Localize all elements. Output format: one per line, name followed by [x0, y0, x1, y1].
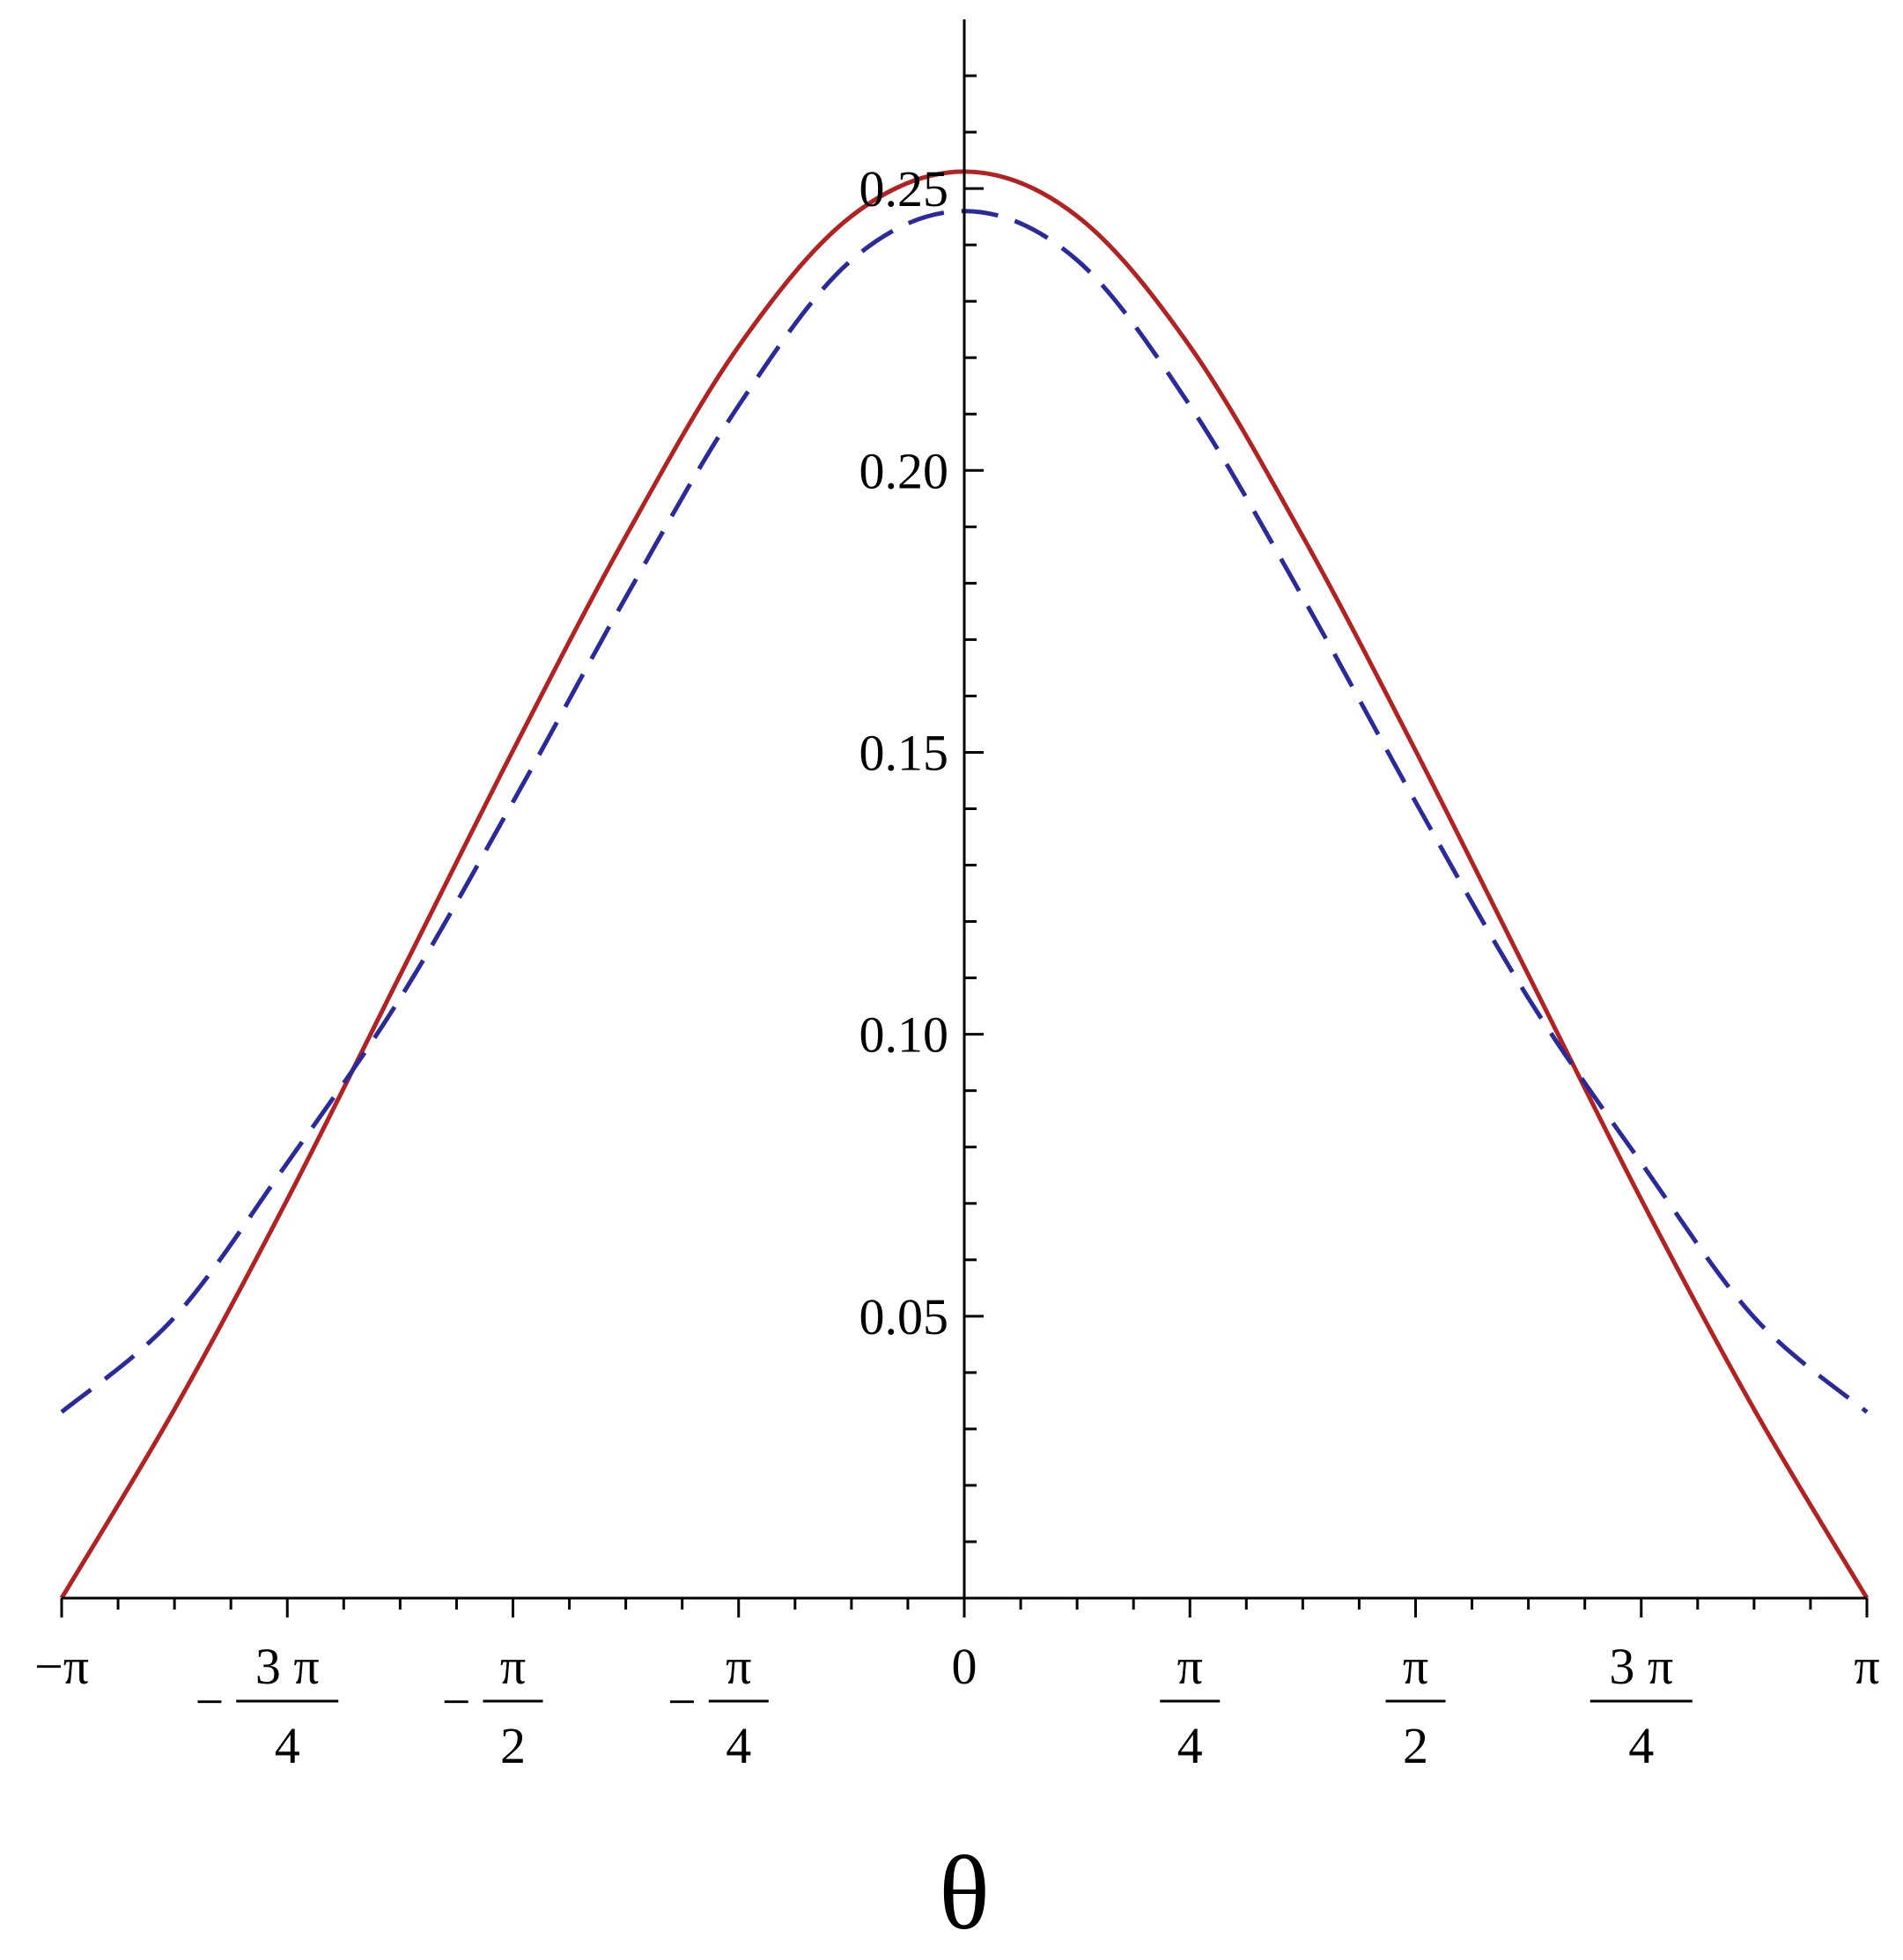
x-tick-label: 0: [952, 1638, 977, 1695]
x-tick-denominator: 2: [1403, 1717, 1428, 1774]
x-tick-numerator: π: [1177, 1638, 1203, 1695]
x-tick-numerator: 3 π: [255, 1638, 320, 1695]
x-tick-label: −π: [34, 1638, 89, 1695]
x-tick-denominator: 4: [275, 1717, 300, 1774]
y-tick-label: 0.25: [859, 160, 949, 217]
x-tick-label: π: [1854, 1638, 1879, 1695]
y-tick-label: 0.15: [859, 724, 949, 781]
x-tick-denominator: 2: [500, 1717, 526, 1774]
y-axis-ticks: 0.05 0.10 0.15 0.20 0.25: [859, 74, 984, 1544]
y-tick-label: 0.05: [859, 1288, 949, 1345]
x-tick-numerator: 3 π: [1609, 1638, 1673, 1695]
x-tick-denominator: 4: [1628, 1717, 1654, 1774]
y-tick-label: 0.10: [859, 1006, 949, 1064]
x-tick-numerator: π: [500, 1638, 526, 1695]
x-tick-denominator: 4: [1177, 1717, 1203, 1774]
x-tick-denominator: 4: [726, 1717, 751, 1774]
x-tick-minus-sign: −: [668, 1673, 697, 1730]
x-axis-label: θ: [939, 1834, 989, 1951]
x-tick-numerator: π: [1403, 1638, 1428, 1695]
x-tick-numerator: π: [726, 1638, 751, 1695]
x-tick-minus-sign: −: [195, 1673, 225, 1730]
y-tick-label: 0.20: [859, 442, 949, 499]
x-tick-minus-sign: −: [442, 1673, 471, 1730]
